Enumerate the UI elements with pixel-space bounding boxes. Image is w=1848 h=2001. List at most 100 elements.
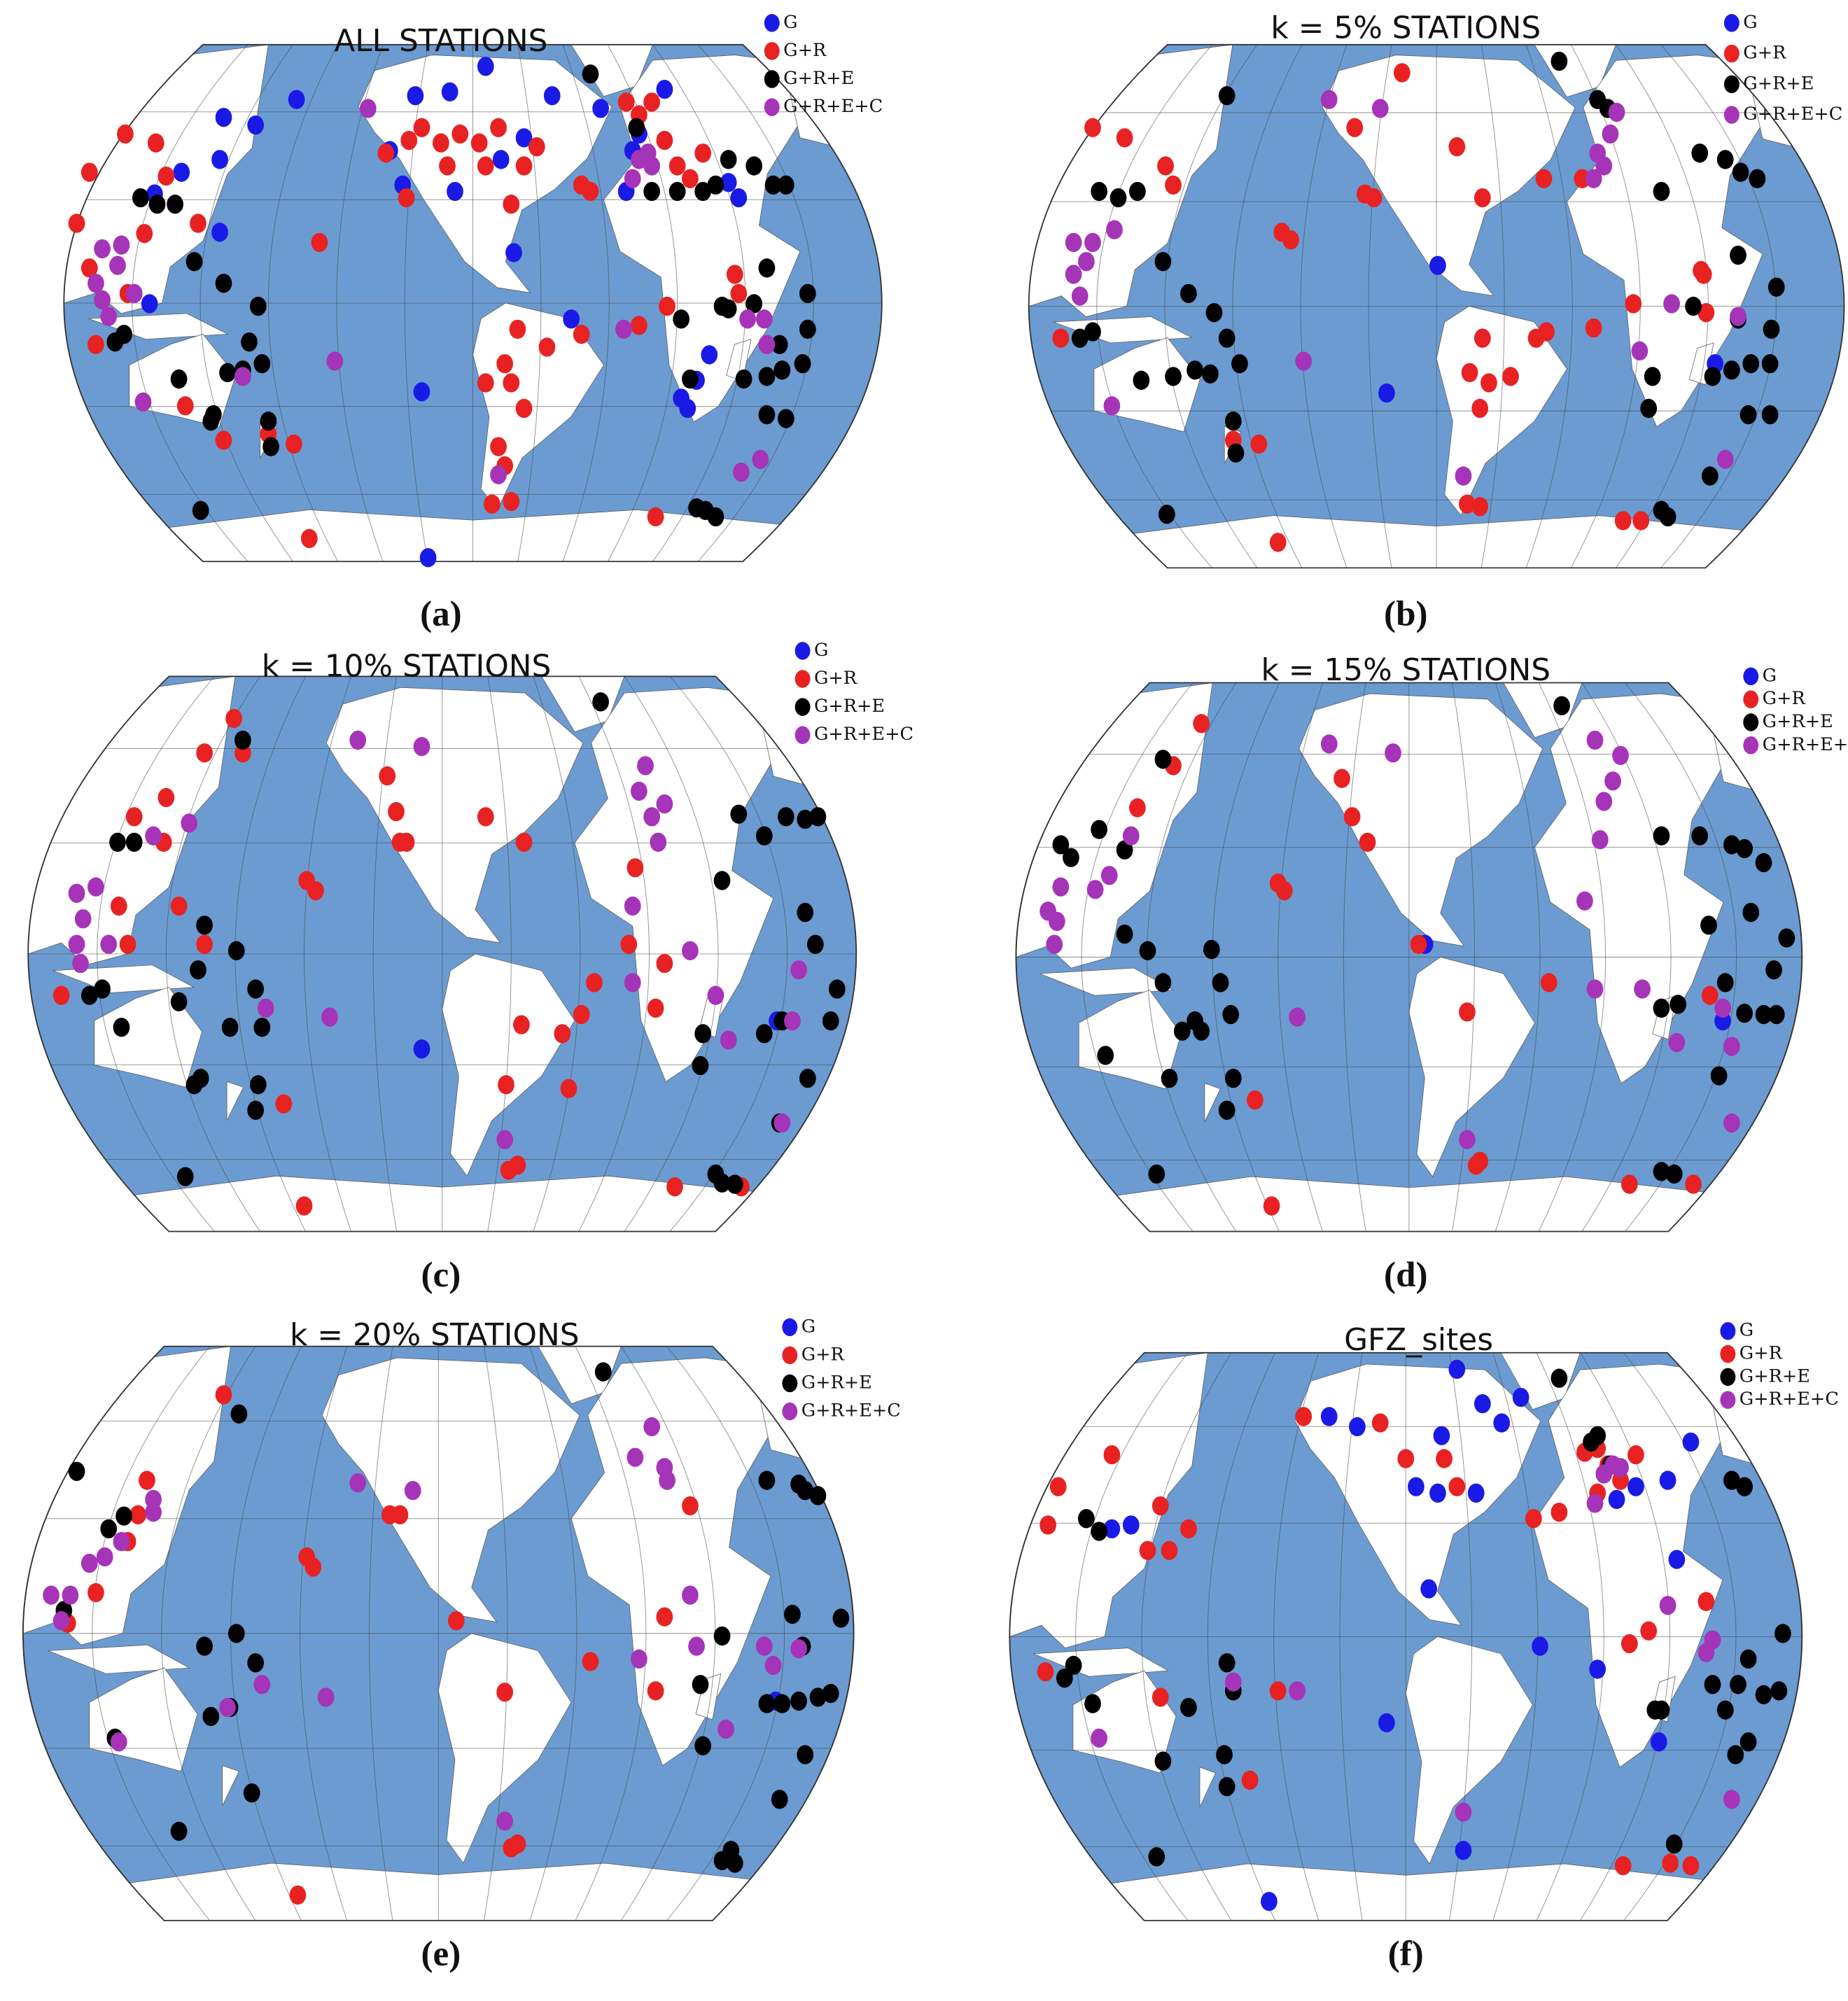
station bbox=[1371, 1413, 1389, 1433]
station bbox=[1203, 939, 1220, 960]
station bbox=[1480, 373, 1497, 393]
station bbox=[515, 156, 533, 176]
station bbox=[1071, 328, 1088, 348]
legend-label: G+R bbox=[1763, 688, 1806, 709]
legend-label: G bbox=[783, 12, 797, 33]
meridian bbox=[1273, 1352, 1320, 1921]
station bbox=[626, 858, 644, 878]
station bbox=[650, 832, 667, 852]
station bbox=[1640, 1621, 1658, 1641]
station bbox=[1222, 1004, 1240, 1025]
station bbox=[1550, 1368, 1568, 1388]
station bbox=[538, 337, 556, 357]
station bbox=[1670, 995, 1687, 1014]
station bbox=[1474, 328, 1491, 348]
station bbox=[639, 143, 657, 163]
station bbox=[1471, 497, 1489, 517]
land bbox=[1199, 1767, 1217, 1808]
panel-label: (b) bbox=[1384, 594, 1427, 633]
station bbox=[713, 1173, 731, 1193]
station bbox=[758, 367, 776, 386]
station bbox=[451, 124, 469, 144]
station bbox=[307, 881, 324, 901]
station bbox=[100, 307, 118, 326]
station bbox=[1246, 1090, 1264, 1110]
station bbox=[1736, 838, 1753, 859]
station bbox=[1410, 934, 1427, 954]
station bbox=[349, 1473, 367, 1493]
station bbox=[1289, 1007, 1306, 1027]
map-panel bbox=[1015, 682, 1803, 1233]
station bbox=[1180, 1519, 1197, 1539]
station bbox=[109, 255, 126, 275]
meridian bbox=[1300, 44, 1348, 568]
station bbox=[735, 369, 752, 389]
station bbox=[1461, 363, 1478, 383]
station bbox=[1704, 1630, 1721, 1650]
station bbox=[1448, 137, 1466, 157]
station bbox=[1091, 181, 1107, 202]
station bbox=[1084, 1694, 1101, 1713]
station bbox=[1749, 169, 1766, 188]
land bbox=[1204, 1083, 1221, 1122]
station bbox=[718, 1719, 734, 1739]
station bbox=[582, 181, 599, 202]
station bbox=[1595, 1464, 1613, 1484]
station bbox=[1695, 265, 1712, 284]
station bbox=[196, 743, 213, 763]
station bbox=[190, 960, 206, 980]
meridian bbox=[1525, 44, 1573, 568]
station bbox=[1091, 1522, 1107, 1541]
station bbox=[477, 156, 494, 176]
land bbox=[1040, 967, 1175, 996]
station bbox=[1532, 1636, 1548, 1656]
station bbox=[1420, 1579, 1438, 1599]
station bbox=[806, 934, 824, 954]
station bbox=[1129, 181, 1146, 202]
station bbox=[1467, 1483, 1485, 1503]
station bbox=[379, 766, 396, 786]
station bbox=[592, 99, 609, 118]
station bbox=[413, 118, 430, 138]
station bbox=[1701, 985, 1718, 1005]
station bbox=[797, 1480, 814, 1501]
station bbox=[1205, 303, 1223, 323]
station bbox=[1091, 820, 1107, 839]
meridian bbox=[97, 676, 215, 1232]
station bbox=[1761, 405, 1779, 425]
station bbox=[400, 130, 418, 150]
station bbox=[682, 1496, 699, 1516]
legend-marker bbox=[1743, 690, 1759, 708]
legend-label: G bbox=[1743, 12, 1757, 33]
station bbox=[1740, 1649, 1757, 1669]
station bbox=[1682, 1856, 1700, 1876]
station bbox=[148, 195, 166, 214]
station bbox=[1275, 881, 1293, 901]
station bbox=[701, 345, 718, 365]
station bbox=[326, 351, 344, 371]
station bbox=[96, 1547, 113, 1567]
station bbox=[1620, 1634, 1638, 1654]
station bbox=[1224, 1672, 1242, 1692]
station bbox=[1628, 1445, 1644, 1465]
station bbox=[1320, 1407, 1338, 1426]
station bbox=[617, 92, 635, 112]
station bbox=[1139, 941, 1156, 961]
station bbox=[288, 90, 305, 109]
station bbox=[68, 213, 85, 233]
station bbox=[1716, 973, 1734, 992]
station bbox=[1295, 1407, 1312, 1426]
station bbox=[1742, 903, 1760, 922]
station bbox=[752, 449, 769, 470]
station bbox=[234, 367, 251, 386]
station bbox=[694, 181, 712, 202]
station bbox=[1527, 328, 1545, 348]
station bbox=[498, 1075, 514, 1095]
station bbox=[419, 548, 437, 568]
station bbox=[1730, 307, 1746, 326]
station bbox=[1640, 398, 1658, 419]
station bbox=[94, 290, 111, 310]
station bbox=[573, 325, 590, 344]
station bbox=[1553, 696, 1570, 715]
station bbox=[764, 175, 782, 195]
